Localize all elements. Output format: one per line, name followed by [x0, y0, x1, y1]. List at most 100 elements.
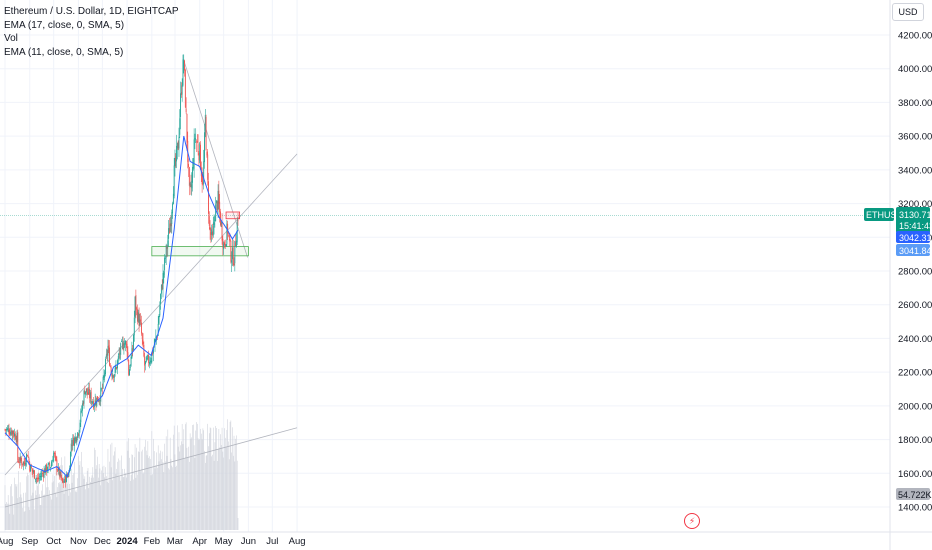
candle-body [231, 247, 233, 260]
candle-body [172, 193, 174, 205]
volume-bar [146, 455, 148, 530]
volume-bar [31, 468, 33, 530]
volume-bar [140, 471, 141, 530]
candle-body [54, 452, 55, 455]
candle-body [209, 227, 211, 231]
volume-bar [43, 495, 44, 530]
candle-body [58, 467, 60, 476]
candle-body [86, 388, 88, 394]
candle-body [134, 296, 136, 317]
volume-bar [76, 492, 78, 530]
currency-button[interactable]: USD [892, 3, 924, 21]
volume-bar [143, 472, 145, 530]
volume-bar [228, 441, 229, 530]
candle-body [150, 360, 152, 363]
flash-alert-icon[interactable]: ⚡ [684, 513, 700, 529]
volume-bar [12, 503, 14, 530]
volume-bar [153, 438, 154, 530]
symbol-tag-bg [864, 208, 894, 221]
time-axis[interactable]: Aug Sep Oct Nov Dec 2024 Feb Mar Apr May Jun Jul Aug [0, 536, 306, 547]
volume-bar [157, 445, 159, 530]
candle-body [106, 353, 108, 356]
volume-bar [129, 457, 130, 530]
legend-volume[interactable]: Vol [4, 33, 18, 44]
trendline [4, 153, 298, 476]
volume-bar [55, 467, 57, 530]
volume-bar [133, 479, 134, 530]
legend-ema-11[interactable]: EMA (11, close, 0, SMA, 5) [4, 46, 124, 58]
legend-symbol[interactable]: Ethereum / U.S. Dollar, 1D, EIGHTCAP [4, 6, 179, 17]
price-axis[interactable]: 1400.00 1600.00 1800.00 2000.00 2200.00 2400.… [898, 31, 932, 514]
candle-body [114, 367, 116, 373]
volume-bar [177, 425, 178, 530]
candle-body [45, 464, 47, 473]
candle-body [5, 429, 7, 431]
volume-bar [35, 495, 37, 530]
volume-bar [97, 456, 98, 530]
candle-body [135, 295, 137, 310]
volume-bar [182, 444, 184, 530]
candle-body [49, 463, 51, 467]
resistance-zone [225, 211, 241, 220]
candle-body [190, 184, 192, 188]
volume-bar [196, 422, 197, 530]
volume-bar [48, 495, 50, 530]
y-tick-label: 3200.00 [898, 199, 932, 210]
volume-bar [99, 468, 101, 530]
volume-bar [145, 450, 147, 530]
volume-bar [223, 457, 224, 530]
candle-body [99, 400, 101, 402]
volume-bar [200, 428, 201, 530]
volume-bar [98, 464, 100, 530]
volume-bar [82, 466, 83, 530]
volume-bar [42, 484, 43, 530]
candle-body [11, 430, 13, 436]
volume-bar [58, 482, 59, 530]
candle-body [88, 388, 90, 394]
volume-bar [46, 487, 47, 530]
candle-body [120, 343, 122, 356]
support-zone [151, 246, 249, 257]
candle-body [20, 458, 22, 461]
candle-body [93, 404, 95, 408]
candle-body [202, 182, 204, 184]
candle-body [173, 165, 175, 197]
candle-body [210, 232, 212, 236]
candle-body [61, 477, 63, 479]
volume-bar [67, 472, 69, 530]
legend-ema-17[interactable]: EMA (17, close, 0, SMA, 5) [4, 19, 125, 31]
volume-bar [44, 494, 46, 530]
volume-bar [66, 483, 68, 530]
candle-body [47, 464, 49, 471]
candle-body [215, 204, 217, 222]
volume-bar [216, 461, 218, 530]
volume-bar [125, 477, 127, 530]
volume-bar [148, 457, 149, 530]
candle-body [64, 476, 66, 482]
volume-bar [192, 425, 193, 530]
candle-body [85, 388, 87, 392]
volume-bar [230, 420, 232, 530]
volume-bar [172, 467, 173, 530]
candle-body [224, 243, 226, 246]
candle-body [81, 403, 83, 411]
volume-bar [138, 452, 140, 530]
volume-bar [51, 482, 53, 530]
candle-body [162, 273, 164, 290]
volume-bar [220, 434, 221, 530]
candle-body [34, 478, 36, 480]
volume-bar [56, 497, 58, 530]
candle-body [41, 472, 43, 477]
volume-bar [89, 476, 90, 530]
volume-bar [117, 461, 118, 530]
candle-body [227, 223, 229, 234]
candle-body [181, 85, 183, 95]
candle-body [155, 336, 157, 339]
candle-body [16, 432, 18, 443]
volume-bar [189, 433, 191, 530]
volume-bar [96, 465, 98, 530]
volume-bar [137, 451, 139, 530]
volume-bar [173, 434, 174, 530]
candle-body [139, 319, 141, 326]
